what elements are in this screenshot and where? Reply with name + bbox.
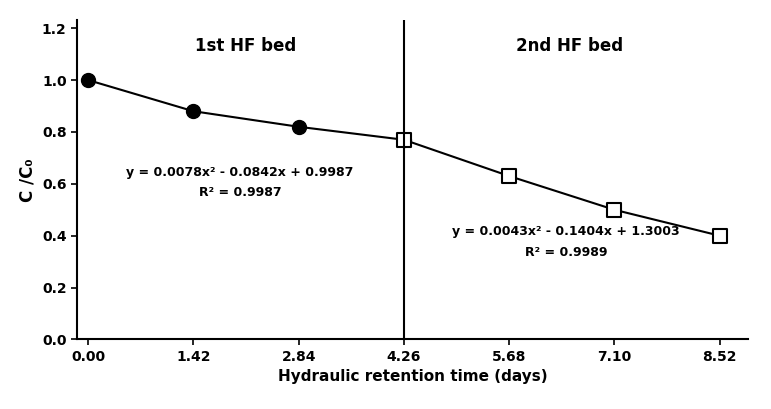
Text: R² = 0.9987: R² = 0.9987 <box>199 187 281 200</box>
Y-axis label: C /C₀: C /C₀ <box>19 158 36 202</box>
Text: y = 0.0043x² - 0.1404x + 1.3003: y = 0.0043x² - 0.1404x + 1.3003 <box>453 225 680 238</box>
Point <box>292 124 305 130</box>
Text: 1st HF bed: 1st HF bed <box>196 37 297 55</box>
Text: R² = 0.9989: R² = 0.9989 <box>525 246 608 259</box>
Point <box>713 232 726 239</box>
Point <box>398 137 410 143</box>
Point <box>608 207 621 213</box>
Point <box>398 137 410 143</box>
Point <box>187 108 200 115</box>
Point <box>503 173 515 179</box>
X-axis label: Hydraulic retention time (days): Hydraulic retention time (days) <box>278 369 547 384</box>
Text: 2nd HF bed: 2nd HF bed <box>517 37 624 55</box>
Point <box>82 77 94 83</box>
Text: y = 0.0078x² - 0.0842x + 0.9987: y = 0.0078x² - 0.0842x + 0.9987 <box>126 166 354 179</box>
